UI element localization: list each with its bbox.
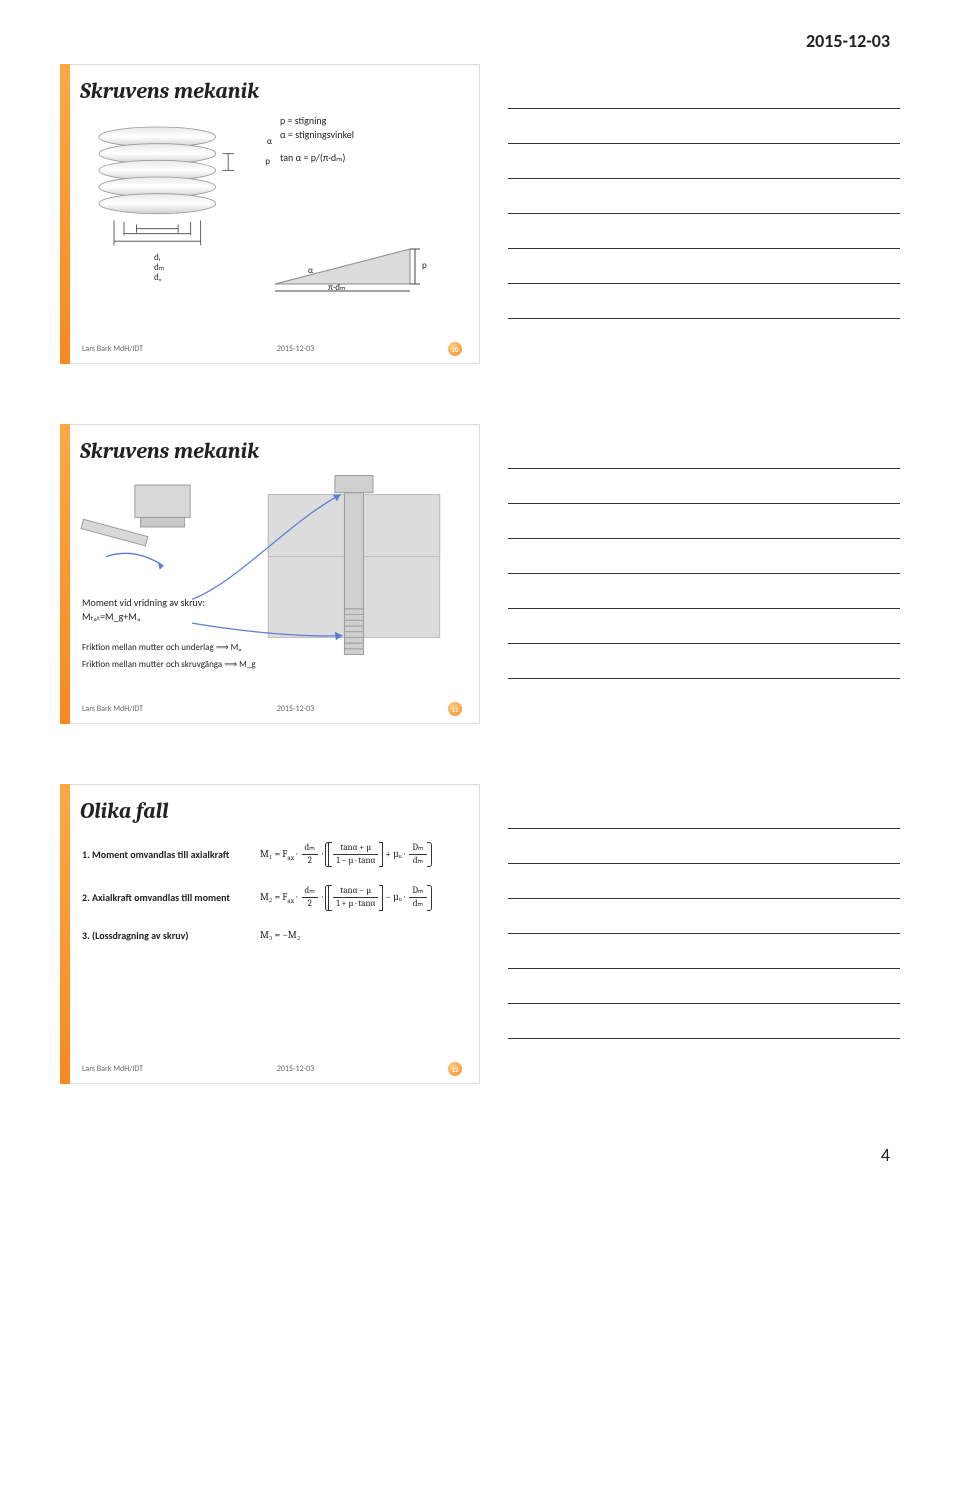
course-label: PPU207 HT15 [48,574,58,624]
case-1-label: 1. Moment omvandlas till axialkraft [82,848,252,862]
slide-title: Skruvens mekanik [80,438,470,464]
footer-author: Lars Bark MdH/IDT [82,1064,143,1074]
note-line [508,864,900,899]
note-line [508,969,900,1004]
note-line [508,539,900,574]
note-line [508,1004,900,1039]
note-line [508,74,900,109]
note-line [508,144,900,179]
slide-title: Olika fall [80,798,470,824]
note-line [508,574,900,609]
notes-area-1 [508,64,900,364]
incline-triangle [270,244,430,294]
notes-area-3 [508,784,900,1084]
course-label: PPU207 HT15 [48,934,58,984]
footer-author: Lars Bark MdH/IDT [82,344,143,354]
note-line [508,434,900,469]
note-line [508,829,900,864]
footer-date: 2015-12-03 [277,1064,314,1074]
tri-base: π·dₘ [328,282,346,293]
tri-p: p [422,260,427,271]
formula-tan: tan α = p/(π·dₘ) [280,151,354,165]
note-line [508,469,900,504]
slide-1: PPU207 HT15 Skruvens mekanik [60,64,480,364]
note-line [508,249,900,284]
note-line [508,504,900,539]
case-3-label: 3. (Lossdragning av skruv) [82,929,252,943]
thread-illustration [84,112,264,262]
slide-accent [60,784,70,1084]
note-line [508,284,900,319]
moment-caption: Moment vid vridning av skruv: [82,596,205,610]
friction-skruvganga: Friktion mellan mutter och skruvgänga ⟹ … [82,659,256,670]
note-line [508,609,900,644]
slide-number-badge: 10 [448,342,462,356]
slide-title: Skruvens mekanik [80,78,470,104]
note-line [508,899,900,934]
page-header-date: 2015-12-03 [60,30,900,52]
footer-author: Lars Bark MdH/IDT [82,704,143,714]
slide-number-badge: 11 [448,702,462,716]
note-line [508,179,900,214]
case-3-equation: M₃ = −M₂ [260,929,300,943]
legend-p: p = stigning [280,114,354,128]
slide-2: PPU207 HT15 Skruvens mekanik [60,424,480,724]
slide-accent [60,64,70,364]
slide-accent [60,424,70,724]
label-alpha: α [267,136,272,147]
note-line [508,644,900,679]
tri-alpha: α [308,265,313,276]
notes-area-2 [508,424,900,724]
slide-3: PPU207 HT15 Olika fall 1. Moment omvandl… [60,784,480,1084]
footer-date: 2015-12-03 [277,704,314,714]
moment-equation: Mₜₒₜ=M_g+Mᵤ [82,610,205,624]
friction-underlag: Friktion mellan mutter och underlag ⟹ Mᵤ [82,642,256,653]
case-1-equation: M₁ = Fax · dₘ2 · tanα + µ1 − µ · tanα + … [260,842,432,867]
label-p: p [265,156,270,167]
note-line [508,214,900,249]
label-dy: dᵧ [154,272,161,283]
course-label: PPU207 HT15 [48,214,58,264]
note-line [508,109,900,144]
note-line [508,934,900,969]
footer-date: 2015-12-03 [277,344,314,354]
legend-alpha: α = stigningsvinkel [280,128,354,142]
bolt-assembly-illustration [76,466,470,666]
case-2-label: 2. Axialkraft omvandlas till moment [82,891,252,905]
case-2-equation: M₂ = Fax · dₘ2 · tanα − µ1 + µ · tanα − … [260,885,432,910]
note-line [508,794,900,829]
slide-number-badge: 12 [448,1062,462,1076]
page-number: 4 [60,1144,900,1166]
